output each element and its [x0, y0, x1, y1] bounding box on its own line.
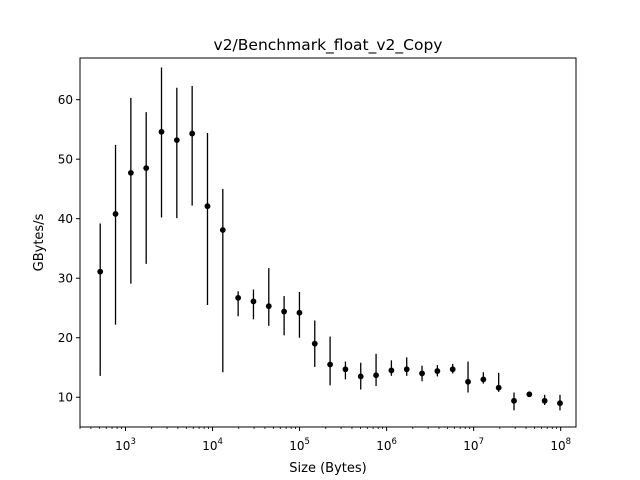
- data-point: [204, 203, 211, 210]
- data-point: [342, 366, 349, 373]
- x-tick-label: 106: [376, 437, 397, 453]
- x-tick-label: 107: [463, 437, 484, 453]
- data-point: [173, 137, 180, 144]
- data-point: [357, 373, 364, 380]
- y-tick-label: 50: [58, 153, 73, 167]
- y-axis-title: GBytes/s: [32, 213, 47, 271]
- data-point: [511, 397, 517, 404]
- y-tick-label: 20: [58, 331, 73, 345]
- y-tick-label: 40: [58, 212, 73, 226]
- data-point: [480, 376, 487, 383]
- data-point: [235, 294, 242, 301]
- data-point: [112, 211, 119, 217]
- y-tick-label: 10: [58, 391, 73, 405]
- data-point: [158, 128, 165, 135]
- data-point: [281, 308, 288, 315]
- x-axis: 103 104 105 106 107 108: [79, 427, 571, 453]
- data-point: [311, 340, 318, 347]
- data-point: [434, 368, 441, 374]
- data-point: [526, 391, 533, 398]
- data-point: [97, 268, 104, 275]
- data-series: [97, 67, 563, 411]
- x-tick-label: 108: [550, 437, 571, 453]
- data-point: [449, 366, 456, 373]
- data-point: [388, 367, 395, 374]
- chart-title: v2/Benchmark_float_v2_Copy: [214, 36, 443, 55]
- x-axis-title: Size (Bytes): [289, 461, 366, 476]
- data-point: [127, 169, 134, 176]
- data-point: [419, 370, 425, 377]
- data-point: [250, 298, 257, 305]
- data-point: [495, 384, 502, 391]
- x-tick-label: 103: [115, 437, 136, 453]
- data-point: [296, 309, 303, 316]
- y-axis: 10 20 30 40 50 60: [58, 93, 80, 405]
- data-point: [219, 227, 226, 233]
- data-point: [465, 378, 471, 385]
- data-point: [265, 303, 272, 310]
- data-point: [327, 361, 333, 368]
- data-point: [541, 397, 548, 404]
- data-point: [189, 130, 196, 137]
- data-point: [143, 165, 150, 172]
- x-tick-label: 104: [202, 437, 223, 453]
- y-tick-label: 60: [58, 93, 73, 107]
- data-point: [557, 400, 563, 407]
- x-tick-label: 105: [289, 437, 310, 453]
- data-point: [373, 372, 379, 379]
- data-point: [403, 366, 410, 373]
- plot-frame: [79, 57, 577, 428]
- y-tick-label: 30: [58, 272, 73, 286]
